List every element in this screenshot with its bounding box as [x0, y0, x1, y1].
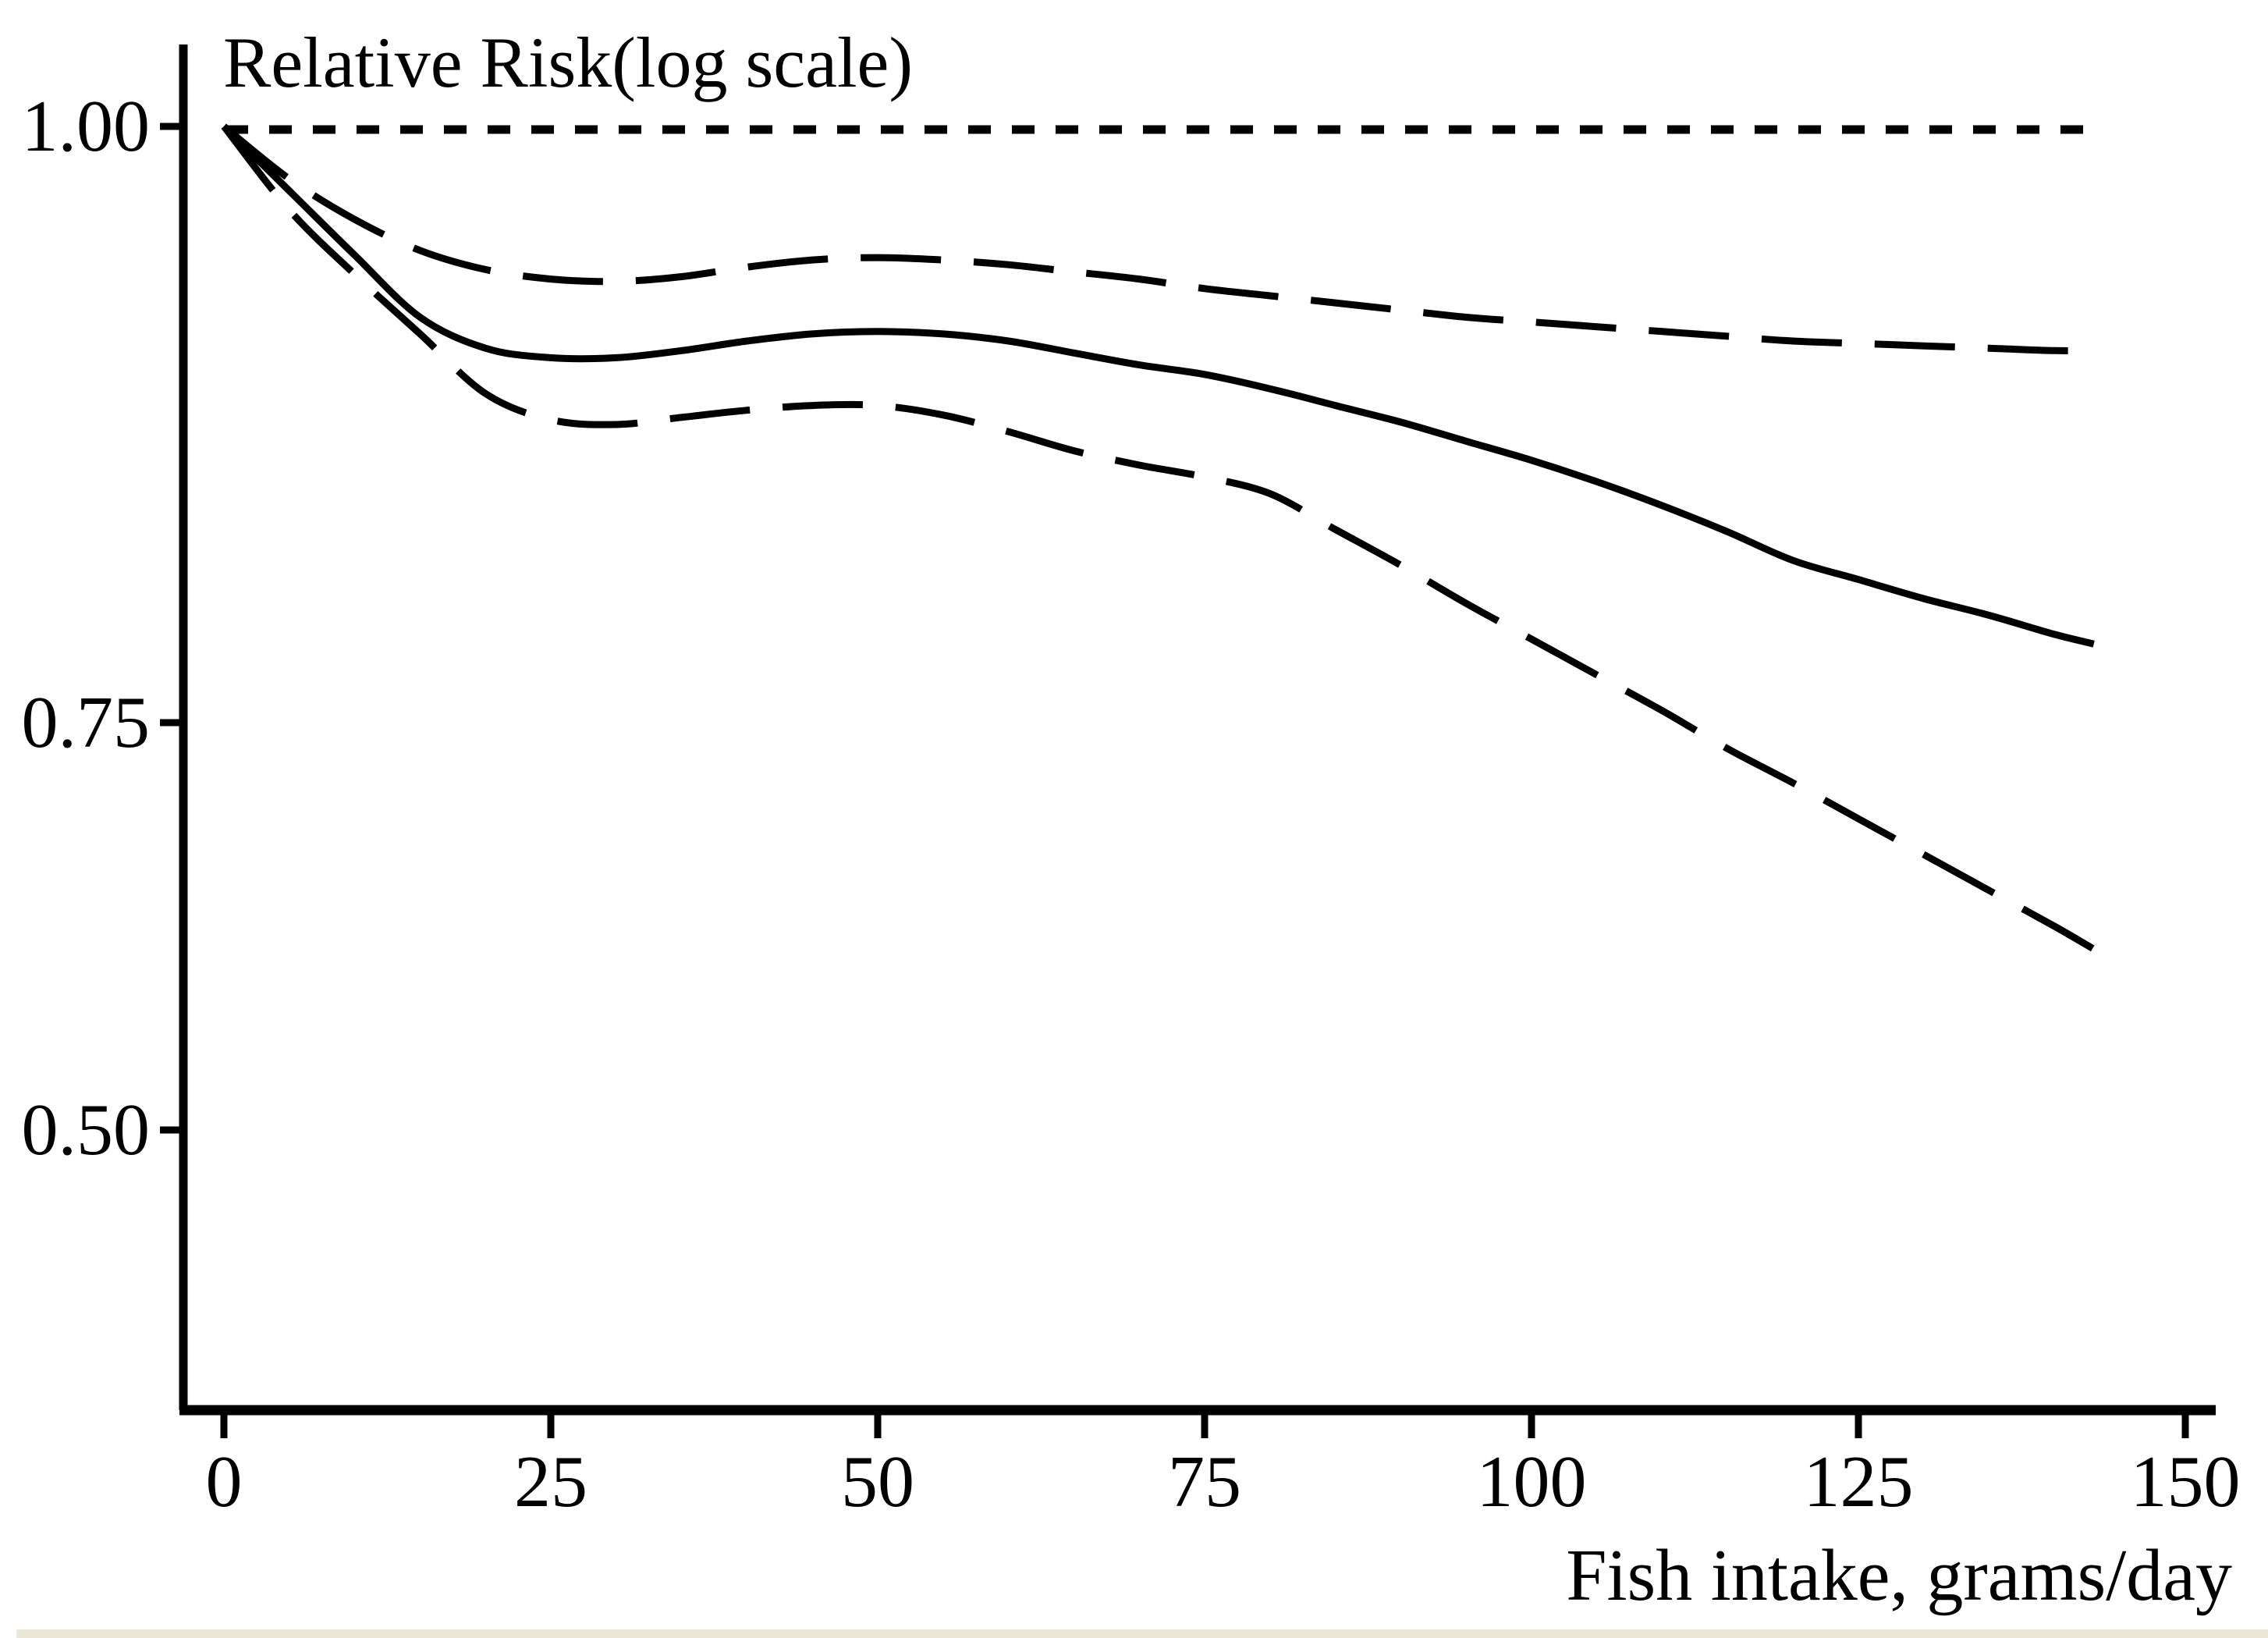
- x-tick-label-150: 150: [2130, 1441, 2241, 1523]
- x-tick-label-100: 100: [1476, 1441, 1587, 1523]
- x-tick-label-25: 25: [514, 1441, 587, 1523]
- curve-lower-confidence-limit: [221, 124, 2096, 953]
- x-tick-label-50: 50: [841, 1441, 914, 1523]
- y-tick-label-0.50: 0.50: [21, 1089, 151, 1171]
- curve-upper-confidence-limit: [222, 123, 2094, 355]
- chart-title: Relative Risk(log scale): [223, 23, 913, 102]
- curve-relative-risk-estimate: [221, 123, 2095, 648]
- x-tick-label-125: 125: [1803, 1441, 1914, 1523]
- x-tick-label-75: 75: [1168, 1441, 1241, 1523]
- y-tick-label-1.00: 1.00: [21, 86, 151, 167]
- y-tick-label-0.75: 0.75: [21, 682, 151, 763]
- x-axis-title: Fish intake, grams/day: [1566, 1535, 2232, 1616]
- bottom-strip: [16, 1629, 2268, 1638]
- x-tick-label-0: 0: [205, 1441, 243, 1523]
